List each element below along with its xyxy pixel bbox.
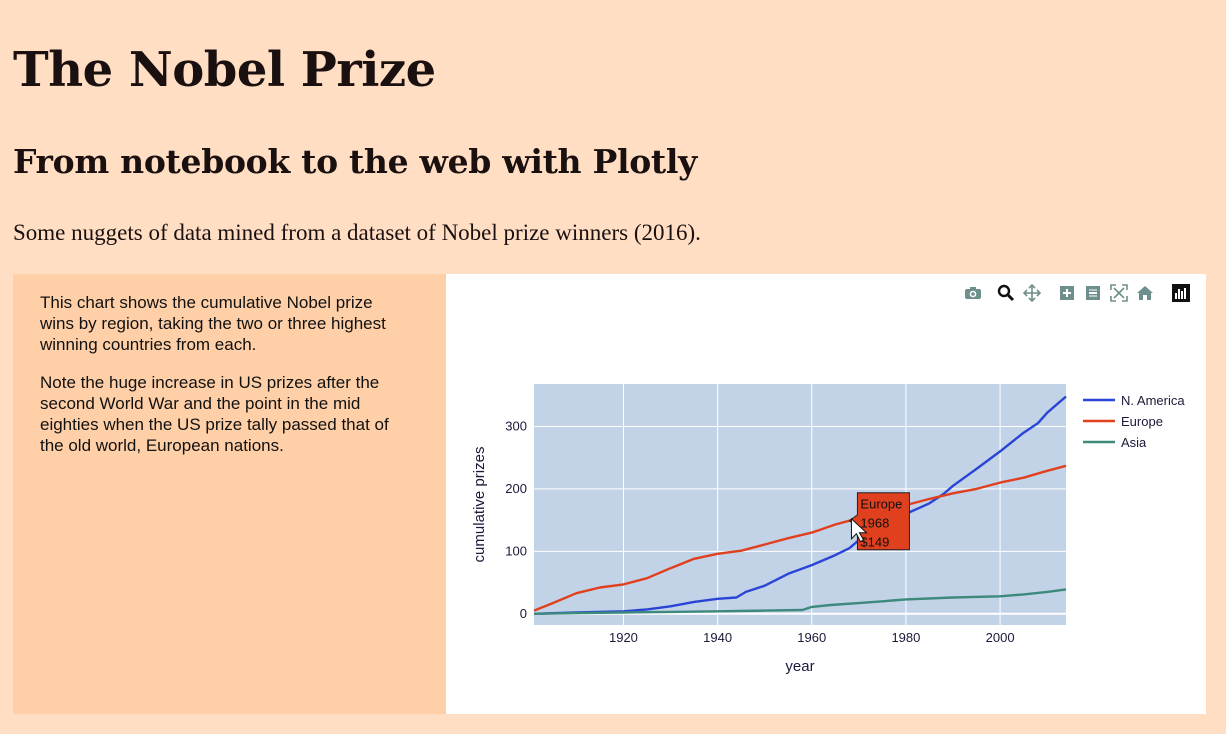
tooltip-line: Europe bbox=[860, 497, 902, 512]
camera-icon[interactable] bbox=[962, 282, 984, 304]
y-tick-label: 300 bbox=[505, 418, 527, 433]
y-tick-label: 200 bbox=[505, 481, 527, 496]
series-line-n-america bbox=[533, 395, 1067, 615]
page-subtitle: From notebook to the web with Plotly bbox=[13, 142, 697, 181]
modebar bbox=[962, 282, 1202, 304]
chart-panel[interactable]: 1920 1940 1960 1980 2000 0 100 200 300 N. America… bbox=[446, 274, 1206, 714]
x-tick-label: 1920 bbox=[609, 630, 638, 645]
zoom-icon[interactable] bbox=[995, 282, 1017, 304]
page-title: The Nobel Prize bbox=[13, 42, 436, 98]
y-axis-label: cumulative prizes bbox=[471, 447, 488, 563]
intro-text: Some nuggets of data mined from a datase… bbox=[13, 220, 701, 245]
line-chart: 1920 1940 1960 1980 2000 0 100 200 300 N. America… bbox=[471, 384, 1185, 675]
legend-label: Europe bbox=[1121, 414, 1163, 429]
x-tick-label: 2000 bbox=[986, 630, 1015, 645]
series-line-europe bbox=[533, 464, 1067, 612]
series-line-asia bbox=[533, 588, 1067, 615]
plot-area bbox=[534, 384, 1066, 625]
description-panel: This chart shows the cumulative Nobel pr… bbox=[13, 274, 446, 714]
plotly-logo-icon[interactable] bbox=[1170, 282, 1192, 304]
x-tick-label: 1940 bbox=[703, 630, 732, 645]
legend-label: Asia bbox=[1121, 435, 1147, 450]
home-icon[interactable] bbox=[1134, 282, 1156, 304]
description-paragraph-1: This chart shows the cumulative Nobel pr… bbox=[40, 293, 386, 354]
zoom-in-icon[interactable] bbox=[1056, 282, 1078, 304]
mouse-cursor-icon bbox=[850, 517, 868, 543]
tooltip-line: 1968 bbox=[860, 516, 889, 531]
y-tick-label: 100 bbox=[505, 543, 527, 558]
pan-icon[interactable] bbox=[1021, 282, 1043, 304]
description-paragraph-2: Note the huge increase in US prizes afte… bbox=[40, 373, 389, 455]
y-tick-label: 0 bbox=[520, 606, 527, 621]
zoom-out-icon[interactable] bbox=[1082, 282, 1104, 304]
x-tick-label: 1980 bbox=[891, 630, 920, 645]
autoscale-icon[interactable] bbox=[1108, 282, 1130, 304]
tooltip-line: $149 bbox=[860, 535, 889, 550]
x-tick-label: 1960 bbox=[797, 630, 826, 645]
legend-label: N. America bbox=[1121, 393, 1185, 408]
x-axis-label: year bbox=[785, 658, 814, 675]
